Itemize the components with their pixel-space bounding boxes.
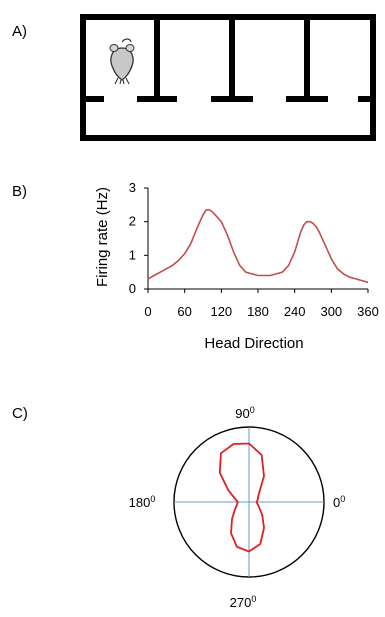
degree-mark: 0 (340, 494, 345, 504)
polar-label-180: 1800 (129, 494, 156, 510)
x-tick-label: 180 (247, 304, 269, 319)
maze-outer-wall (80, 14, 376, 141)
degree-mark: 0 (250, 405, 255, 415)
y-tick-label: 2 (129, 214, 136, 229)
panel-a-label: A) (12, 23, 27, 40)
y-axis-title: Firing rate (Hz) (94, 187, 111, 287)
y-tick-label: 1 (129, 247, 136, 262)
polar-label-0: 00 (333, 494, 345, 510)
y-tick-label: 0 (129, 281, 136, 296)
polar-label-90: 900 (235, 405, 254, 421)
x-tick-label: 120 (210, 304, 232, 319)
polar-label-270: 2700 (230, 594, 257, 610)
maze-diagram (80, 14, 376, 141)
firing-rate-chart: 0 1 2 3 0 60 120 180 240 300 360 Firing rate (Hz)… (94, 180, 379, 352)
panel-c-label: C) (12, 405, 28, 422)
x-tick-label: 300 (320, 304, 342, 319)
panel-b-label: B) (12, 183, 27, 200)
polar-tuning-curve (218, 442, 265, 553)
rat-icon (109, 38, 135, 85)
firing-rate-line (147, 209, 369, 284)
x-tick-label: 240 (284, 304, 306, 319)
x-tick-label: 0 (144, 304, 151, 319)
x-tick-label: 60 (177, 304, 191, 319)
polar-plot: 900 00 1800 2700 (129, 405, 346, 610)
degree-mark: 0 (251, 594, 256, 604)
degree-mark: 0 (150, 494, 155, 504)
y-tick-label: 3 (129, 180, 136, 195)
x-axis-title: Head Direction (204, 335, 303, 352)
x-tick-label: 360 (357, 304, 379, 319)
